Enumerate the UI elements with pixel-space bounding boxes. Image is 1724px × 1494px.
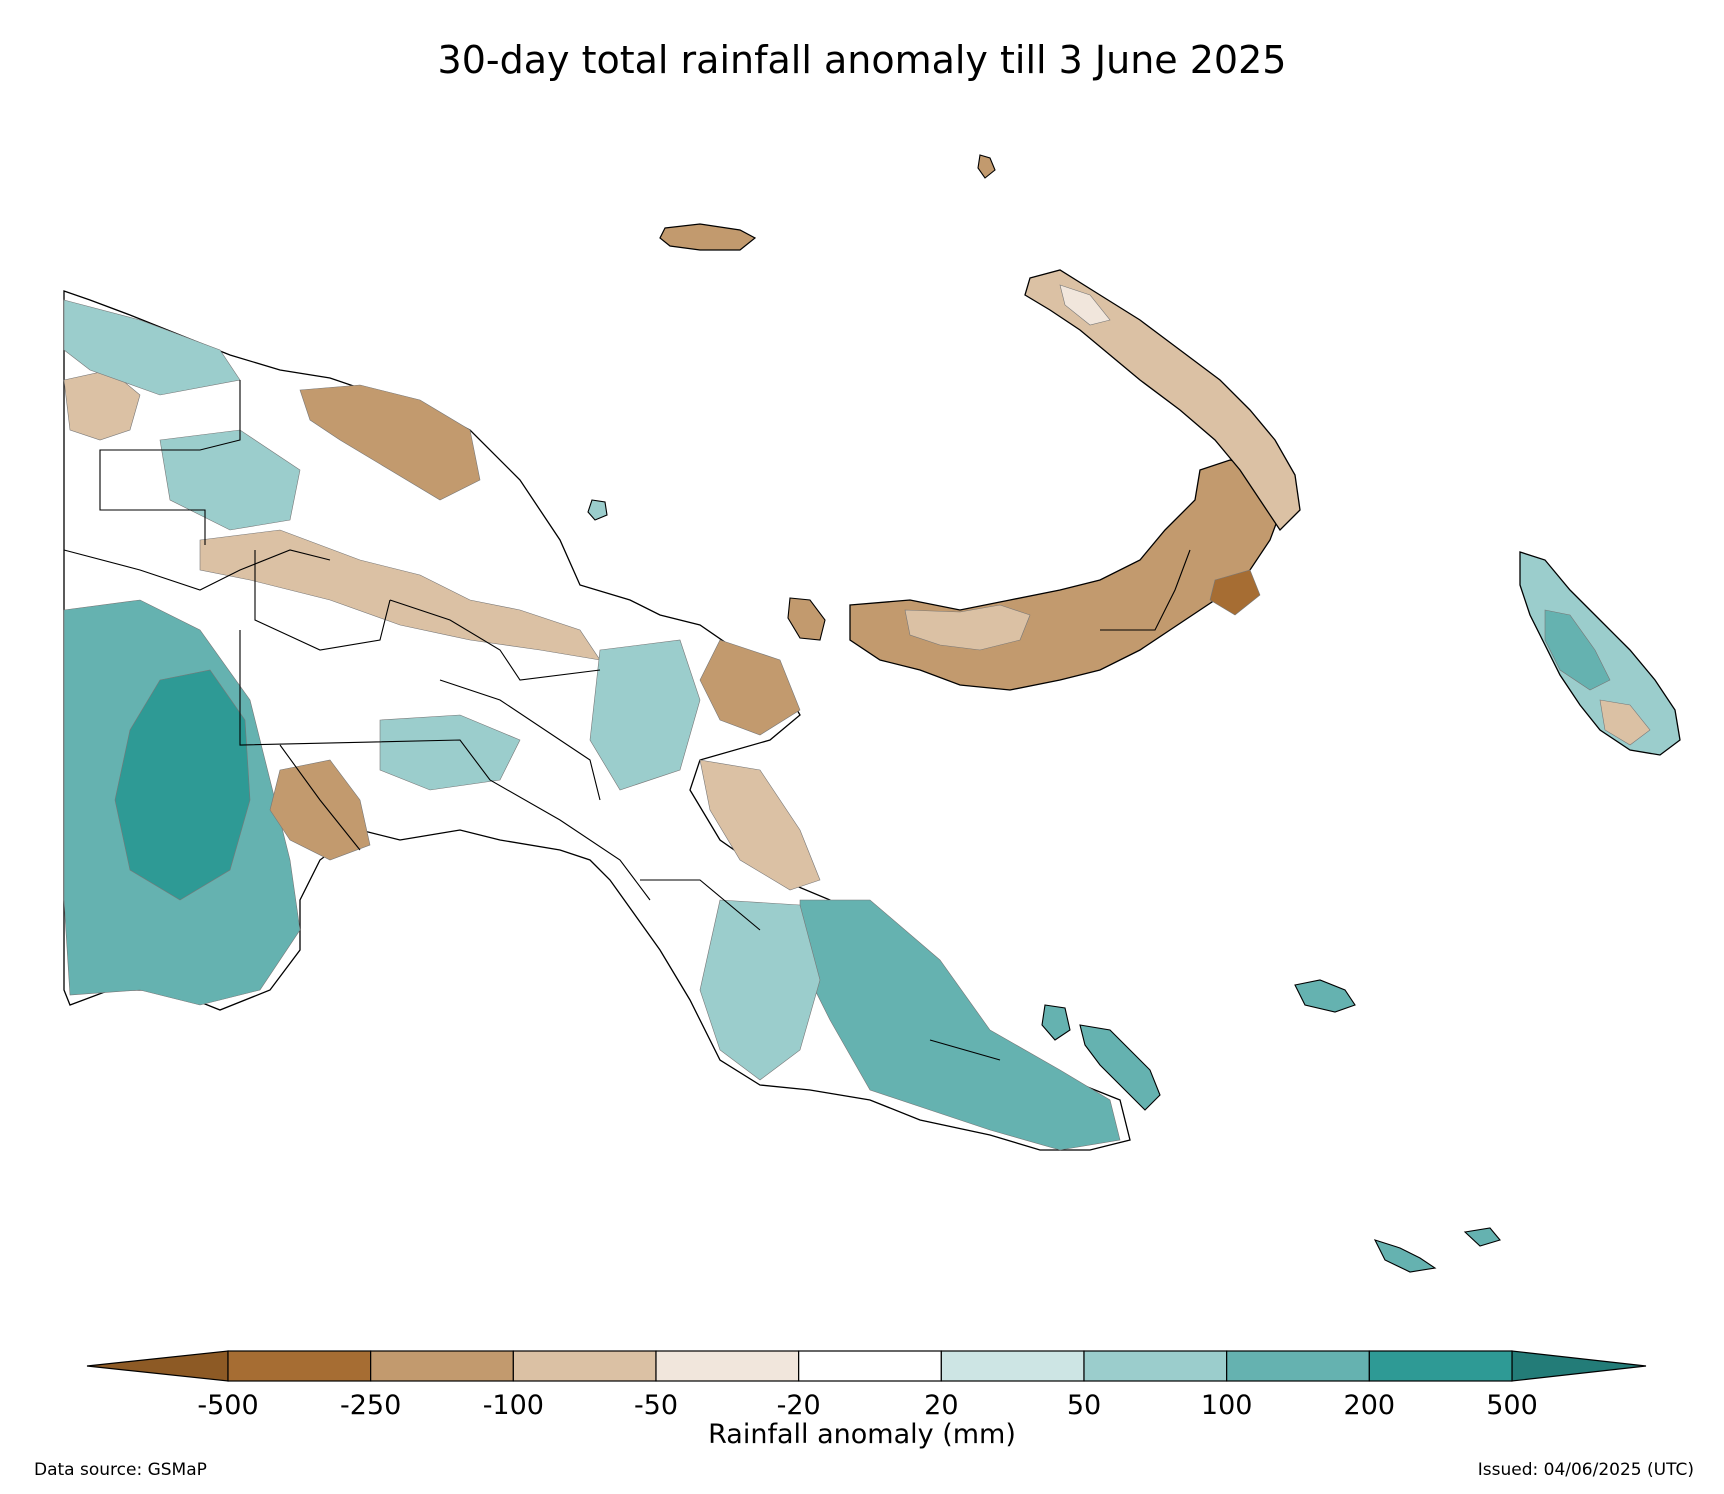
colorbar-extend-high bbox=[1511, 1350, 1647, 1382]
new-britain-light-west bbox=[904, 604, 1031, 651]
colorbar-tick-label: 50 bbox=[1067, 1390, 1101, 1421]
colorbar-bin bbox=[1083, 1350, 1228, 1382]
colorbar-tick-label: 500 bbox=[1486, 1390, 1538, 1421]
colorbar-bin bbox=[512, 1350, 657, 1382]
colorbar-tick-label: -500 bbox=[197, 1390, 258, 1421]
map-title: 30-day total rainfall anomaly till 3 Jun… bbox=[437, 38, 1287, 82]
bougainville-dry-south bbox=[1599, 699, 1651, 746]
new-britain-border bbox=[1100, 549, 1191, 631]
anomaly-wet-gulf bbox=[379, 714, 521, 791]
island-east-5 bbox=[1463, 1227, 1501, 1247]
island-east-3 bbox=[1079, 1024, 1161, 1111]
colorbar-bin bbox=[370, 1350, 514, 1382]
anomaly-wet-southeast bbox=[799, 899, 1121, 1151]
issued-date-text: Issued: 04/06/2025 (UTC) bbox=[1477, 1460, 1694, 1480]
colorbar-tick-label: 200 bbox=[1344, 1390, 1396, 1421]
province-borders bbox=[63, 380, 1001, 1061]
colorbar-bin bbox=[227, 1350, 372, 1382]
anomaly-dry-huon bbox=[699, 639, 801, 736]
colorbar-bin bbox=[940, 1350, 1085, 1382]
anomaly-wet-east-tip bbox=[699, 899, 821, 1081]
colorbar-label: Rainfall anomaly (mm) bbox=[708, 1419, 1016, 1450]
colorbar-bin bbox=[798, 1350, 942, 1382]
colorbar-tick-label: -20 bbox=[777, 1390, 821, 1421]
colorbar-tick-label: 100 bbox=[1201, 1390, 1253, 1421]
colorbar-bin bbox=[1368, 1350, 1513, 1382]
new-ireland-light bbox=[1059, 284, 1111, 326]
new-britain-dark-east bbox=[1209, 569, 1261, 616]
colorbar-extend-low bbox=[86, 1350, 229, 1382]
island-east-4 bbox=[1373, 1239, 1437, 1273]
anomaly-wet-northwest bbox=[63, 299, 241, 396]
anomaly-dry-southwest-patch bbox=[269, 759, 371, 861]
anomaly-dry-east-coast bbox=[699, 759, 821, 891]
colorbar-bin bbox=[655, 1350, 800, 1382]
colorbar-tick-label: 20 bbox=[924, 1390, 958, 1421]
colorbar-tick-label: -50 bbox=[634, 1390, 678, 1421]
anomaly-dry-north bbox=[299, 384, 481, 501]
island-east-2 bbox=[1041, 1004, 1071, 1041]
colorbar-tick-label: -100 bbox=[483, 1390, 544, 1421]
bougainville bbox=[1519, 551, 1681, 756]
colorbar-bin bbox=[1226, 1350, 1370, 1382]
island-east-1 bbox=[1294, 979, 1356, 1013]
bougainville-wet-core bbox=[1544, 609, 1611, 691]
colorbar-tick-label: -250 bbox=[340, 1390, 401, 1421]
island-umboi bbox=[787, 597, 826, 641]
anomaly-wet-southwest-core bbox=[114, 669, 251, 901]
new-ireland bbox=[1024, 269, 1301, 532]
manus-island bbox=[659, 223, 757, 251]
island-north-small bbox=[587, 499, 608, 521]
island-lihir bbox=[977, 154, 996, 179]
data-source-text: Data source: GSMaP bbox=[34, 1460, 207, 1480]
anomaly-wet-morobe bbox=[589, 639, 701, 791]
